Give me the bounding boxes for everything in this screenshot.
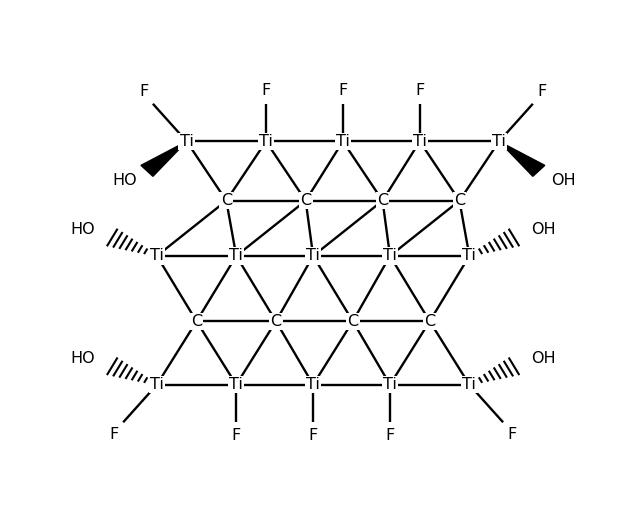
Text: F: F — [140, 84, 148, 99]
Text: C: C — [348, 314, 358, 329]
Text: F: F — [339, 83, 348, 98]
Text: C: C — [377, 193, 388, 208]
Text: F: F — [385, 429, 395, 443]
Text: Ti: Ti — [492, 134, 506, 149]
Text: Ti: Ti — [383, 249, 397, 263]
Text: C: C — [270, 314, 282, 329]
Text: Ti: Ti — [306, 377, 320, 392]
Text: Ti: Ti — [259, 134, 273, 149]
Text: F: F — [261, 83, 271, 98]
Text: F: F — [537, 84, 547, 99]
Text: F: F — [232, 429, 241, 443]
Text: Ti: Ti — [306, 249, 320, 263]
Text: HO: HO — [70, 350, 95, 366]
Polygon shape — [141, 141, 187, 176]
Text: F: F — [508, 427, 516, 442]
Text: Ti: Ti — [336, 134, 350, 149]
Text: Ti: Ti — [463, 249, 476, 263]
Text: Ti: Ti — [180, 134, 193, 149]
Text: Ti: Ti — [383, 377, 397, 392]
Text: OH: OH — [531, 222, 556, 237]
Text: Ti: Ti — [229, 249, 243, 263]
Text: Ti: Ti — [463, 377, 476, 392]
Text: C: C — [300, 193, 311, 208]
Polygon shape — [499, 141, 545, 176]
Text: HO: HO — [70, 222, 95, 237]
Text: C: C — [424, 314, 435, 329]
Text: OH: OH — [551, 173, 576, 188]
Text: OH: OH — [531, 350, 556, 366]
Text: Ti: Ti — [150, 377, 164, 392]
Text: C: C — [454, 193, 465, 208]
Text: F: F — [415, 83, 424, 98]
Text: Ti: Ti — [229, 377, 243, 392]
Text: Ti: Ti — [413, 134, 427, 149]
Text: Ti: Ti — [150, 249, 164, 263]
Text: C: C — [221, 193, 232, 208]
Text: F: F — [109, 427, 119, 442]
Text: HO: HO — [113, 173, 137, 188]
Text: C: C — [191, 314, 202, 329]
Text: F: F — [308, 429, 317, 443]
